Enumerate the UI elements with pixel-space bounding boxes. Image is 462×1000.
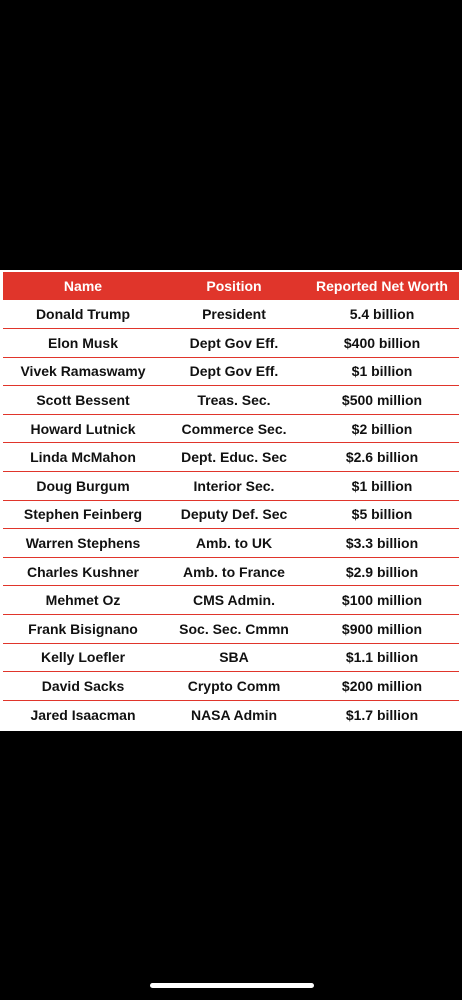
cell-name: Stephen Feinberg: [3, 500, 163, 530]
cell-net-worth: $1 billion: [305, 357, 459, 387]
header-name: Name: [63, 278, 103, 294]
table-row: Linda McMahon Dept. Educ. Sec $2.6 billion: [3, 442, 459, 473]
cell-net-worth: $2.9 billion: [305, 557, 459, 587]
table-header: Name Position Reported Net Worth: [3, 272, 459, 300]
cell-name: Donald Trump: [3, 300, 163, 330]
cell-position: Dept Gov Eff.: [163, 328, 305, 358]
cell-net-worth: $400 billion: [305, 328, 459, 358]
cell-name: Vivek Ramaswamy: [3, 357, 163, 387]
cell-position: Amb. to France: [163, 557, 305, 587]
table-row: Kelly Loefler SBA $1.1 billion: [3, 643, 459, 673]
cell-name: Frank Bisignano: [3, 614, 163, 644]
cell-name: Jared Isaacman: [30, 706, 136, 723]
cell-name: Warren Stephens: [3, 528, 163, 558]
table-body: Donald Trump President 5.4 billion Elon Mus…: [3, 300, 459, 729]
cell-net-worth: $100 million: [305, 585, 459, 616]
table-row: Mehmet Oz CMS Admin. $100 million: [3, 585, 459, 616]
net-worth-table-card: Name Position Reported Net Worth Donald …: [0, 270, 462, 731]
cell-net-worth: $500 million: [305, 385, 459, 415]
cell-net-worth: $1.1 billion: [305, 643, 459, 673]
cell-name: Kelly Loefler: [3, 643, 163, 673]
cell-net-worth: 5.4 billion: [305, 300, 459, 330]
cell-name: Elon Musk: [3, 328, 163, 358]
home-indicator[interactable]: [150, 983, 314, 988]
table-row: Charles Kushner Amb. to France $2.9 billio…: [3, 557, 459, 587]
cell-position: NASA Admin: [190, 706, 278, 723]
cell-name: Charles Kushner: [3, 557, 163, 587]
cell-name: Linda McMahon: [3, 442, 163, 473]
cell-net-worth: $3.3 billion: [305, 528, 459, 558]
table-row: David Sacks Crypto Comm $200 million: [3, 671, 459, 701]
table-row: Scott Bessent Treas. Sec. $500 million: [3, 385, 459, 415]
cell-name: Mehmet Oz: [3, 585, 163, 616]
header-position: Position: [206, 278, 262, 294]
cell-net-worth: $1 billion: [305, 471, 459, 501]
cell-net-worth: $1.7 billion: [345, 706, 419, 723]
cell-name: Scott Bessent: [3, 385, 163, 415]
cell-position: Commerce Sec.: [163, 414, 305, 444]
cell-position: Dept Gov Eff.: [163, 357, 305, 387]
cell-position: Treas. Sec.: [163, 385, 305, 415]
cell-net-worth: $200 million: [305, 671, 459, 701]
cell-position: President: [163, 300, 305, 330]
cell-position: Crypto Comm: [163, 671, 305, 701]
cell-net-worth: $2.6 billion: [305, 442, 459, 473]
cell-position: Amb. to UK: [163, 528, 305, 558]
table-row: Elon Musk Dept Gov Eff. $400 billion: [3, 328, 459, 358]
cell-name: Howard Lutnick: [3, 414, 163, 444]
cell-name: David Sacks: [3, 671, 163, 701]
cell-position: Dept. Educ. Sec: [163, 442, 305, 473]
table-row: Donald Trump President 5.4 billion: [3, 300, 459, 330]
cell-net-worth: $900 million: [305, 614, 459, 644]
header-net-worth: Reported Net Worth: [316, 278, 448, 294]
table-row: Howard Lutnick Commerce Sec. $2 billion: [3, 414, 459, 444]
net-worth-table: Name Position Reported Net Worth Donald …: [3, 272, 459, 729]
table-row: Warren Stephens Amb. to UK $3.3 billion: [3, 528, 459, 558]
table-row: Jared Isaacman NASA Admin $1.7 billion: [3, 700, 459, 729]
cell-position: SBA: [163, 643, 305, 673]
header-row: Name Position Reported Net Worth: [3, 272, 459, 300]
cell-net-worth: $5 billion: [305, 500, 459, 530]
cell-position: Deputy Def. Sec: [163, 500, 305, 530]
table-row: Frank Bisignano Soc. Sec. Cmmn $900 millio…: [3, 614, 459, 644]
cell-net-worth: $2 billion: [305, 414, 459, 444]
cell-position: Soc. Sec. Cmmn: [163, 614, 305, 644]
cell-position: Interior Sec.: [163, 471, 305, 501]
table-row: Vivek Ramaswamy Dept Gov Eff. $1 billion: [3, 357, 459, 387]
table-row: Stephen Feinberg Deputy Def. Sec $5 billio…: [3, 500, 459, 530]
cell-position: CMS Admin.: [163, 585, 305, 616]
cell-name: Doug Burgum: [3, 471, 163, 501]
table-row: Doug Burgum Interior Sec. $1 billion: [3, 471, 459, 501]
